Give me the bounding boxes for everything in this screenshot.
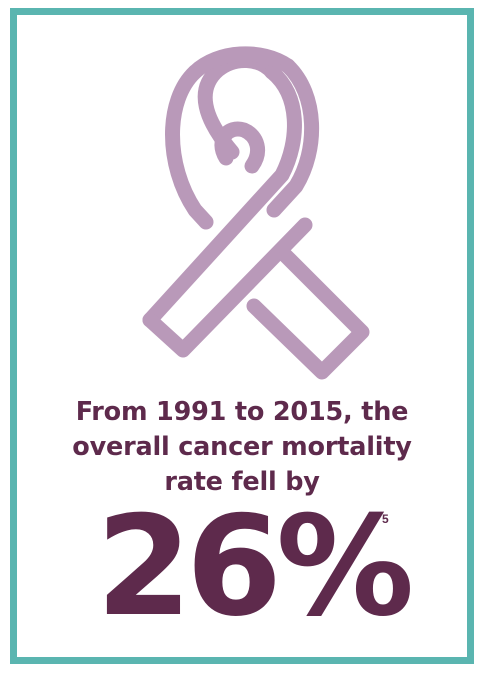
- headline-line-2: overall cancer mortality: [72, 432, 412, 462]
- headline-line-1: From 1991 to 2015, the: [75, 397, 409, 427]
- headline: From 1991 to 2015, the overall cancer mo…: [10, 395, 474, 500]
- footnote-marker: 5: [382, 512, 389, 526]
- headline-line-3: rate fell by: [164, 467, 320, 497]
- mortality-percentage: 26%: [96, 486, 414, 647]
